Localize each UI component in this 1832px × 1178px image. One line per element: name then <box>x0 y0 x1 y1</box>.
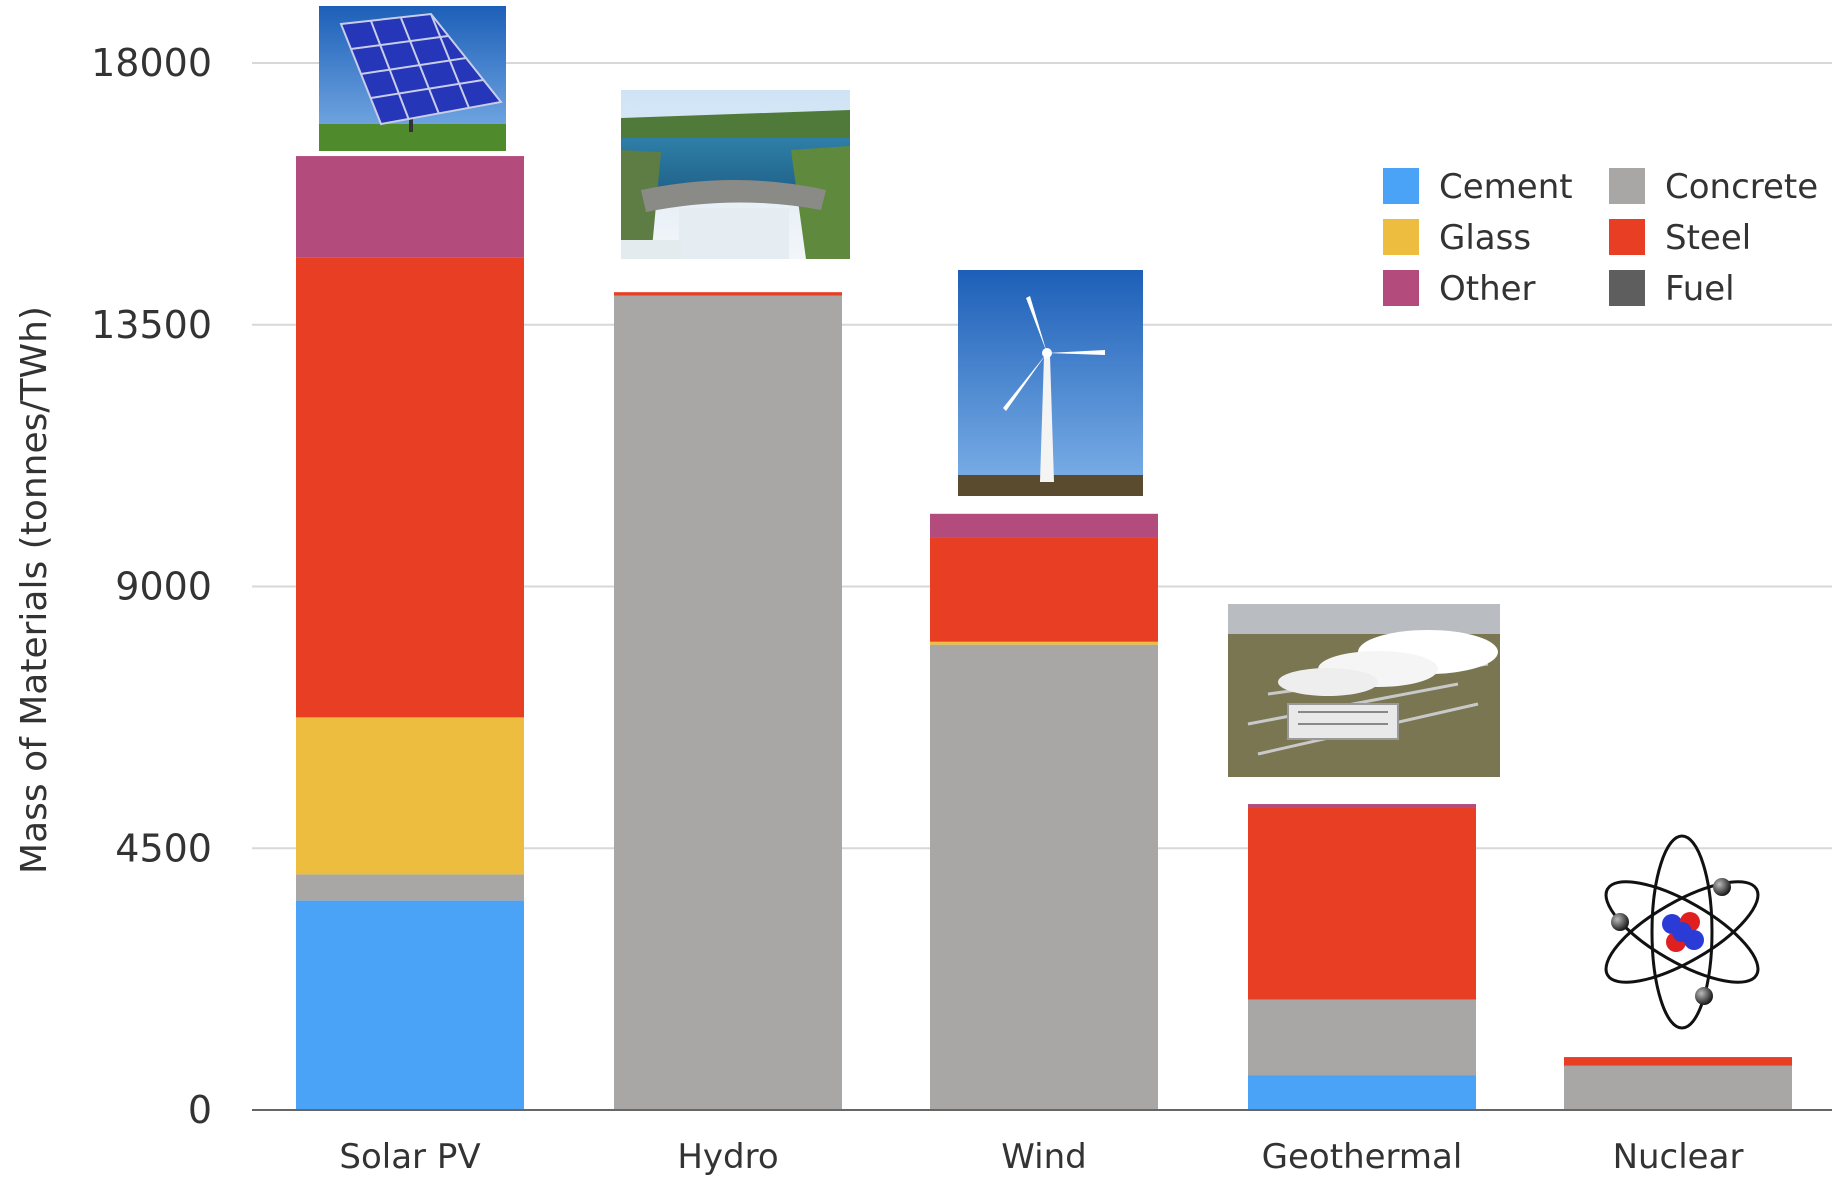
bar-wind-steel <box>930 537 1158 642</box>
y-tick-label: 18000 <box>91 41 212 85</box>
legend-label-glass: Glass <box>1439 218 1531 258</box>
legend-swatch-concrete <box>1609 168 1645 204</box>
legend-swatch-glass <box>1383 219 1419 255</box>
wind-turbine-picture <box>958 270 1143 496</box>
bar-nuclear-concrete <box>1564 1065 1792 1110</box>
y-tick-label: 13500 <box>91 303 212 347</box>
atom-icon <box>1604 834 1760 1030</box>
legend: Cement Concrete Glass Steel Other Fuel <box>1383 167 1818 309</box>
legend-label-fuel: Fuel <box>1665 269 1735 309</box>
legend-label-steel: Steel <box>1665 218 1751 258</box>
bar-wind-other <box>930 513 1158 538</box>
y-tick-label: 0 <box>188 1088 212 1132</box>
x-tick-label: Wind <box>1001 1137 1086 1177</box>
bars <box>296 156 1792 1111</box>
bar-geothermal-other <box>1248 804 1476 808</box>
bar-geothermal-steel <box>1248 807 1476 1000</box>
bar-geothermal-cement <box>1248 1075 1476 1110</box>
bar-wind-glass <box>930 641 1158 645</box>
bar-hydro-concrete <box>614 295 842 1111</box>
hydro-dam-picture <box>621 90 850 259</box>
category-labels: Solar PV Hydro Wind Geothermal Nuclear <box>339 1137 1743 1177</box>
x-tick-label: Geothermal <box>1262 1137 1463 1177</box>
bar-nuclear-steel <box>1564 1057 1792 1066</box>
legend-label-cement: Cement <box>1439 167 1573 207</box>
legend-label-concrete: Concrete <box>1665 167 1818 207</box>
bar-solar-pv-concrete <box>296 874 524 901</box>
legend-swatch-steel <box>1609 219 1645 255</box>
x-tick-label: Hydro <box>677 1137 778 1177</box>
bar-geothermal-concrete <box>1248 999 1476 1076</box>
x-tick-label: Solar PV <box>339 1137 480 1177</box>
legend-swatch-fuel <box>1609 270 1645 306</box>
bar-solar-pv-glass <box>296 717 524 875</box>
legend-label-other: Other <box>1439 269 1536 309</box>
x-tick-label: Nuclear <box>1613 1137 1744 1177</box>
geothermal-plant-picture <box>1228 604 1500 777</box>
y-tick-label: 4500 <box>115 826 212 870</box>
legend-swatch-cement <box>1383 168 1419 204</box>
bar-solar-pv-cement <box>296 900 524 1110</box>
bar-wind-concrete <box>930 644 1158 1110</box>
solar-panel-picture <box>319 6 506 151</box>
y-tick-label: 9000 <box>115 565 212 609</box>
y-axis-label: Mass of Materials (tonnes/TWh) <box>14 306 55 874</box>
bar-solar-pv-steel <box>296 257 524 718</box>
bar-hydro-steel <box>614 292 842 296</box>
y-axis-ticks: 0 4500 9000 13500 18000 <box>91 41 212 1132</box>
legend-swatch-other <box>1383 270 1419 306</box>
bar-solar-pv-other <box>296 156 524 258</box>
